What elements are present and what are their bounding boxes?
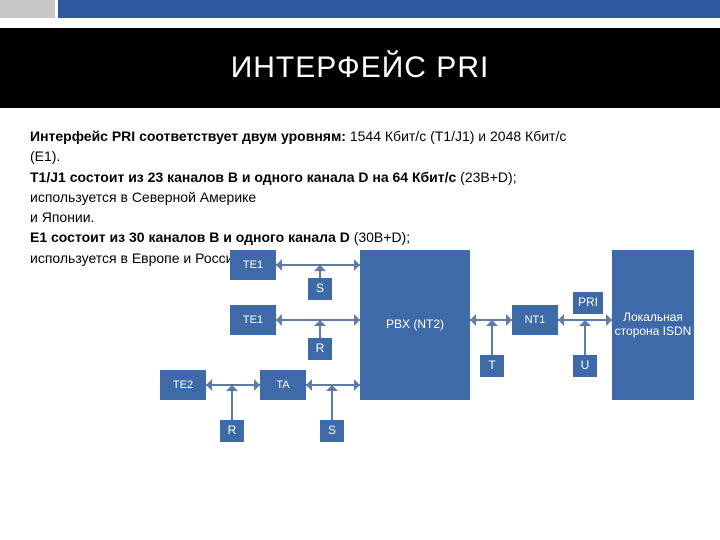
diagram-node-s1: S [308,278,332,300]
diagram-node-u: U [573,355,597,377]
arrowhead-icon [326,385,338,391]
diagram-node-pbx: PBX (NT2) [360,250,470,400]
diagram-node-s2: S [320,420,344,442]
diagram-node-te2: TE2 [160,370,206,400]
arrowhead-icon [314,320,326,326]
diagram-network: TE1 TE1 TE2 TA PBX (NT2) NT1 Локальная сторона… [160,250,720,530]
diagram-node-t: T [480,355,504,377]
top-accent-strip [0,0,720,18]
title-bar: ИНТЕРФЕЙС PRI [0,28,720,108]
diagram-node-te1b: TE1 [230,305,276,335]
top-accent-seg-long [58,0,720,18]
para1-bold: Интерфейс PRI соответствует двум уровням… [30,128,346,144]
para2-line2: и Японии. [30,209,94,225]
arrowhead-icon [306,379,312,391]
diagram-node-te1a: TE1 [230,250,276,280]
diagram-node-isdn: Локальная сторона ISDN [612,250,694,400]
body-text: Интерфейс PRI соответствует двум уровням… [30,126,570,268]
arrowhead-icon [226,385,238,391]
arrowhead-icon [579,320,591,326]
diagram-node-nt1: NT1 [512,305,558,335]
arrowhead-icon [276,314,282,326]
arrowhead-icon [558,314,564,326]
diagram-node-r1: R [308,338,332,360]
diagram-node-ta: TA [260,370,306,400]
para3-rest: (30B+D); [350,229,410,245]
arrowhead-icon [314,265,326,271]
para2-bold: T1/J1 состоит из 23 каналов B и одного к… [30,169,456,185]
para3-bold: E1 состоит из 30 каналов B и одного кана… [30,229,350,245]
diagram-node-pri: PRI [573,292,603,314]
arrowhead-icon [470,314,476,326]
page-title: ИНТЕРФЕЙС PRI [231,51,490,85]
top-accent-seg-short [0,0,55,18]
arrowhead-icon [206,379,212,391]
diagram-node-r2: R [220,420,244,442]
arrowhead-icon [486,320,498,326]
arrowhead-icon [276,259,282,271]
